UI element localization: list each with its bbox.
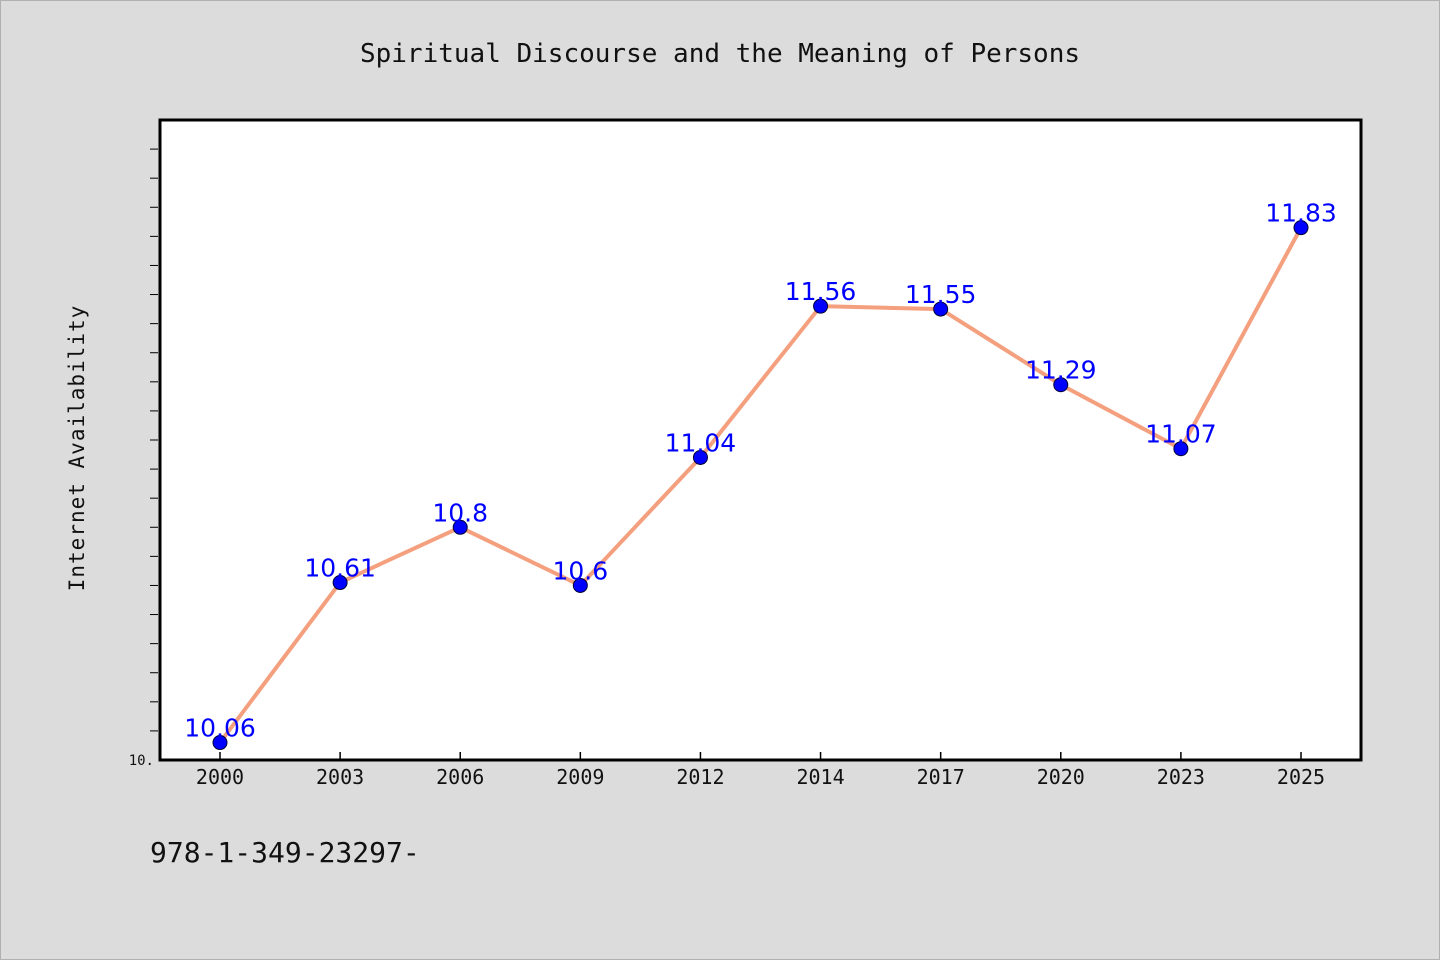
data-label: 10.8 xyxy=(432,498,488,527)
x-tick-label: 2014 xyxy=(796,765,844,789)
data-point-marker xyxy=(332,575,348,591)
data-label: 11.56 xyxy=(785,277,857,306)
x-tick-label: 2009 xyxy=(556,765,604,789)
data-point-marker xyxy=(1173,441,1189,457)
y-axis-ticks: 10. xyxy=(129,148,158,769)
data-point-marker xyxy=(572,577,588,593)
data-label: 11.83 xyxy=(1265,199,1337,228)
series-line xyxy=(218,226,1303,744)
data-point-marker xyxy=(1293,220,1309,236)
x-tick-label: 2023 xyxy=(1157,765,1205,789)
data-label: 11.29 xyxy=(1025,356,1097,385)
y-tick-label: 10. xyxy=(129,753,154,769)
data-point-marker xyxy=(813,298,829,314)
x-tick-label: 2000 xyxy=(196,765,244,789)
data-labels: 10.06 10.61 10.8 10.6 11.04 11.56 11.55 11.29 11… xyxy=(184,199,1337,743)
data-point-marker xyxy=(212,735,228,751)
data-point-marker xyxy=(452,519,468,535)
data-markers xyxy=(212,220,1309,751)
x-tick-label: 2012 xyxy=(676,765,724,789)
x-axis-ticks: 2000 2003 2006 2009 2012 2014 2017 2020 2023 2025 xyxy=(196,752,1325,789)
data-label: 10.6 xyxy=(552,556,608,585)
y-axis-label: Internet Availability xyxy=(65,305,89,592)
data-label: 10.61 xyxy=(304,554,376,583)
data-label: 11.55 xyxy=(905,280,977,309)
x-tick-label: 2025 xyxy=(1277,765,1325,789)
x-tick-label: 2003 xyxy=(316,765,364,789)
x-tick-label: 2020 xyxy=(1037,765,1085,789)
data-label: 11.04 xyxy=(665,428,737,457)
series-line-group xyxy=(218,226,1303,744)
x-tick-label: 2006 xyxy=(436,765,484,789)
x-tick-label: 2017 xyxy=(917,765,965,789)
data-label: 10.06 xyxy=(184,714,256,743)
data-point-marker xyxy=(692,449,708,465)
data-point-marker xyxy=(1053,377,1069,393)
footnote: 978-1-349-23297- xyxy=(150,836,420,869)
data-label: 11.07 xyxy=(1145,420,1217,449)
data-point-marker xyxy=(933,301,949,317)
chart-title: Spiritual Discourse and the Meaning of P… xyxy=(360,39,1080,69)
